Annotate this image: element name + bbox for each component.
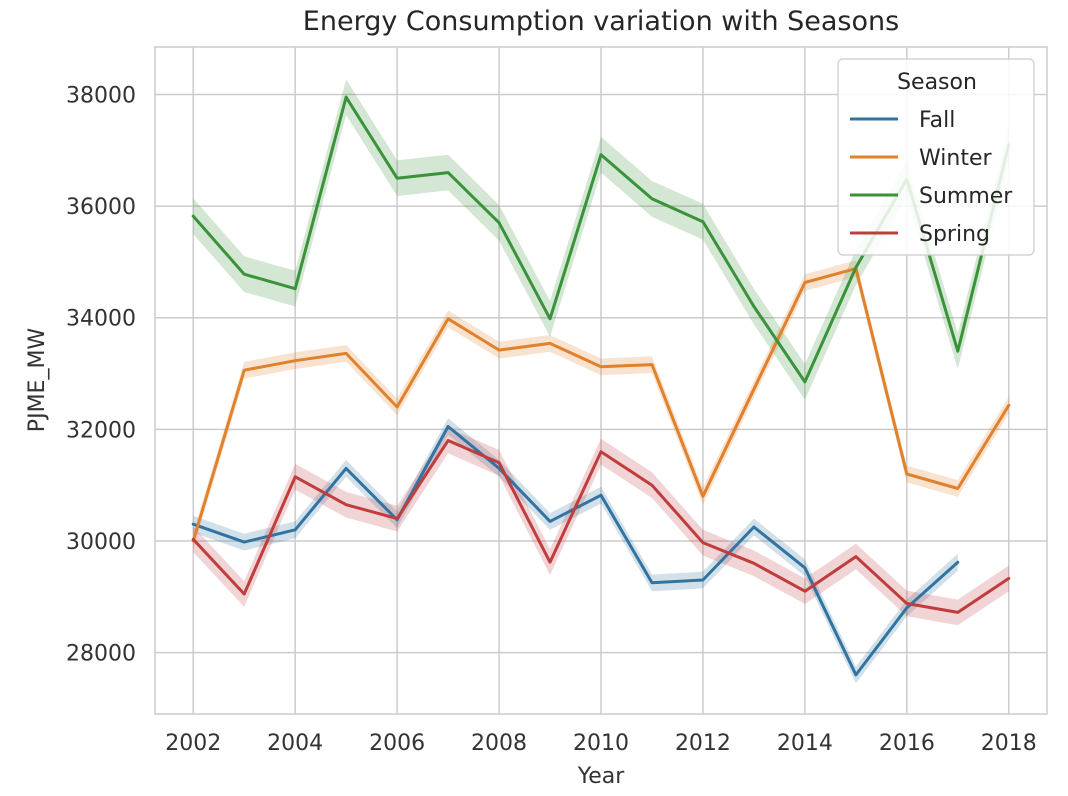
y-axis-title: PJME_MW bbox=[25, 328, 50, 433]
confidence-band-spring bbox=[193, 427, 1009, 626]
x-tick-label: 2016 bbox=[879, 731, 935, 756]
y-tick-labels: 28000 30000 32000 34000 36000 38000 bbox=[66, 83, 136, 666]
y-tick-label: 38000 bbox=[66, 83, 136, 108]
x-tick-label: 2012 bbox=[675, 731, 731, 756]
legend-title: Season bbox=[897, 70, 977, 95]
legend: Season Fall Winter Summer Spring bbox=[837, 58, 1035, 256]
y-tick-label: 30000 bbox=[66, 530, 136, 555]
legend-label-summer: Summer bbox=[919, 184, 1013, 209]
series-line-spring bbox=[191, 439, 1011, 614]
legend-items: Fall Winter Summer Spring bbox=[850, 108, 1013, 247]
y-tick-label: 32000 bbox=[66, 418, 136, 443]
chart-title: Energy Consumption variation with Season… bbox=[303, 6, 899, 37]
plot-frame bbox=[154, 46, 1048, 715]
legend-label-spring: Spring bbox=[919, 222, 990, 247]
x-tick-label: 2008 bbox=[471, 731, 527, 756]
x-axis-title: Year bbox=[577, 764, 626, 789]
x-tick-label: 2018 bbox=[981, 731, 1037, 756]
y-tick-label: 36000 bbox=[66, 195, 136, 220]
x-tick-label: 2010 bbox=[573, 731, 629, 756]
y-tick-label: 28000 bbox=[66, 642, 136, 667]
legend-box bbox=[837, 58, 1035, 256]
x-tick-label: 2002 bbox=[165, 731, 221, 756]
x-tick-label: 2006 bbox=[369, 731, 425, 756]
x-tick-label: 2004 bbox=[267, 731, 323, 756]
confidence-band-summer bbox=[193, 79, 1009, 400]
legend-label-winter: Winter bbox=[919, 146, 992, 171]
confidence-bands bbox=[193, 79, 1009, 684]
series-line-winter bbox=[191, 267, 1011, 543]
x-tick-label: 2014 bbox=[777, 731, 833, 756]
legend-label-fall: Fall bbox=[919, 108, 955, 133]
x-tick-labels: 2002 2004 2006 2008 2010 2012 2014 2016 2018 bbox=[165, 731, 1037, 756]
y-tick-label: 34000 bbox=[66, 307, 136, 332]
